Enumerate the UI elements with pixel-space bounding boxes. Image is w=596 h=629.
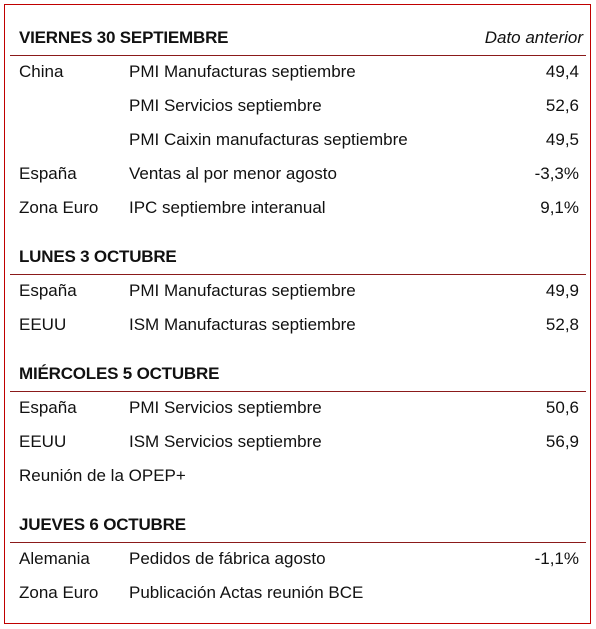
section-rule <box>10 55 586 56</box>
previous-value: 56,9 <box>545 432 579 451</box>
region: Reunión de la OPEP+ <box>19 466 186 485</box>
section-title: LUNES 3 OCTUBRE <box>19 247 177 266</box>
previous-value: 49,5 <box>545 130 579 149</box>
event: PMI Caixin manufacturas septiembre <box>129 130 408 149</box>
region: Alemania <box>19 549 90 568</box>
event: Pedidos de fábrica agosto <box>129 549 326 568</box>
previous-value: -1,1% <box>534 549 579 568</box>
region: España <box>19 281 77 300</box>
event: PMI Manufacturas septiembre <box>129 281 356 300</box>
event: ISM Manufacturas septiembre <box>129 315 356 334</box>
previous-value: 9,1% <box>540 198 579 217</box>
region: España <box>19 398 77 417</box>
previous-value: -3,3% <box>534 164 579 183</box>
event: PMI Servicios septiembre <box>129 398 322 417</box>
event: PMI Servicios septiembre <box>129 96 322 115</box>
event: IPC septiembre interanual <box>129 198 326 217</box>
section-rule <box>10 542 586 543</box>
section-rule <box>10 391 586 392</box>
event: ISM Servicios septiembre <box>129 432 322 451</box>
event: Publicación Actas reunión BCE <box>129 583 364 602</box>
previous-value: 50,6 <box>545 398 579 417</box>
previous-value: 49,4 <box>545 62 579 81</box>
column-header: Dato anterior <box>484 28 583 47</box>
section-title: MIÉRCOLES 5 OCTUBRE <box>19 364 220 383</box>
event: PMI Manufacturas septiembre <box>129 62 356 81</box>
region: Zona Euro <box>19 198 99 217</box>
previous-value: 49,9 <box>545 281 579 300</box>
previous-value: 52,6 <box>545 96 579 115</box>
region: España <box>19 164 77 183</box>
event: Ventas al por menor agosto <box>129 164 337 183</box>
region: China <box>19 62 64 81</box>
frame <box>4 4 591 624</box>
section-rule <box>10 274 586 275</box>
section-title: JUEVES 6 OCTUBRE <box>19 515 186 534</box>
region: EEUU <box>19 432 67 451</box>
region: EEUU <box>19 315 67 334</box>
previous-value: 52,8 <box>545 315 579 334</box>
section-title: VIERNES 30 SEPTIEMBRE <box>19 28 229 47</box>
region: Zona Euro <box>19 583 99 602</box>
